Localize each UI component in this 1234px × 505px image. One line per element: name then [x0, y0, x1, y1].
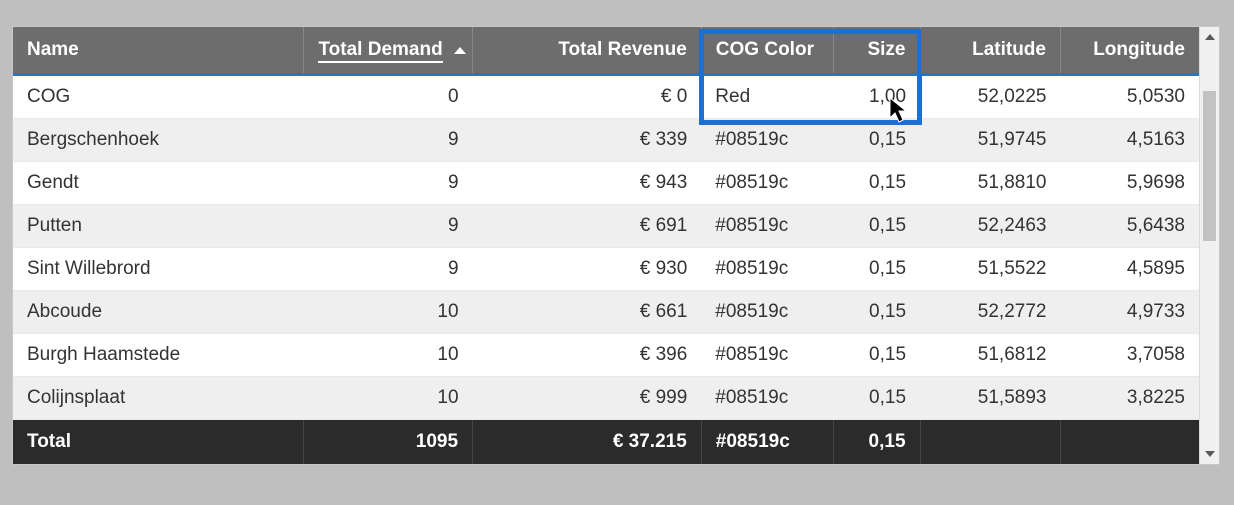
sort-asc-icon [454, 47, 466, 54]
col-header-label: Longitude [1093, 39, 1185, 60]
cell-name[interactable]: Colijnsplaat [13, 377, 304, 420]
cell-lon[interactable]: 5,6438 [1060, 205, 1199, 248]
total-cogcolor-cell: #08519c [701, 420, 833, 465]
cell-cogcolor[interactable]: #08519c [701, 205, 833, 248]
cell-cogcolor[interactable]: #08519c [701, 291, 833, 334]
cell-size[interactable]: 0,15 [834, 377, 920, 420]
total-label-cell: Total [13, 420, 304, 465]
cell-cogcolor[interactable]: #08519c [701, 377, 833, 420]
cell-lat[interactable]: 51,5893 [920, 377, 1060, 420]
cell-lat[interactable]: 52,2772 [920, 291, 1060, 334]
table-row[interactable]: Gendt9€ 943#08519c0,1551,88105,9698 [13, 162, 1199, 205]
cell-cogcolor[interactable]: #08519c [701, 119, 833, 162]
cell-size[interactable]: 1,00 [834, 75, 920, 119]
col-header-label: Latitude [972, 39, 1046, 60]
cell-revenue[interactable]: € 661 [473, 291, 702, 334]
scroll-down-button[interactable] [1200, 444, 1219, 464]
cell-name[interactable]: Bergschenhoek [13, 119, 304, 162]
cell-revenue[interactable]: € 930 [473, 248, 702, 291]
cell-cogcolor[interactable]: #08519c [701, 334, 833, 377]
cell-lon[interactable]: 5,9698 [1060, 162, 1199, 205]
cell-revenue[interactable]: € 943 [473, 162, 702, 205]
table-row[interactable]: COG0€ 0Red1,0052,02255,0530 [13, 75, 1199, 119]
col-header-name[interactable]: Name [13, 27, 304, 75]
cell-lat[interactable]: 52,0225 [920, 75, 1060, 119]
cell-size[interactable]: 0,15 [834, 205, 920, 248]
cell-demand[interactable]: 9 [304, 248, 473, 291]
cell-lat[interactable]: 51,5522 [920, 248, 1060, 291]
col-header-total-revenue[interactable]: Total Revenue [473, 27, 702, 75]
cell-cogcolor[interactable]: Red [701, 75, 833, 119]
header-left-cover [921, 27, 925, 73]
data-table: Name Total Demand Total Revenue COG Colo… [13, 27, 1199, 464]
col-header-label: Size [867, 39, 905, 60]
window-titlebar-strip [0, 0, 1234, 26]
data-table-frame: Name Total Demand Total Revenue COG Colo… [12, 26, 1220, 465]
table-header-row: Name Total Demand Total Revenue COG Colo… [13, 27, 1199, 75]
col-header-cog-color[interactable]: COG Color [701, 27, 833, 75]
scroll-up-button[interactable] [1200, 27, 1219, 47]
cell-lon[interactable]: 3,7058 [1060, 334, 1199, 377]
table-row[interactable]: Putten9€ 691#08519c0,1552,24635,6438 [13, 205, 1199, 248]
cell-name[interactable]: COG [13, 75, 304, 119]
cell-name[interactable]: Gendt [13, 162, 304, 205]
cell-demand[interactable]: 9 [304, 119, 473, 162]
table-row[interactable]: Bergschenhoek9€ 339#08519c0,1551,97454,5… [13, 119, 1199, 162]
cell-revenue[interactable]: € 339 [473, 119, 702, 162]
cell-demand[interactable]: 9 [304, 205, 473, 248]
cell-lon[interactable]: 4,5895 [1060, 248, 1199, 291]
cell-lon[interactable]: 4,5163 [1060, 119, 1199, 162]
cell-size[interactable]: 0,15 [834, 119, 920, 162]
col-header-total-demand[interactable]: Total Demand [304, 27, 473, 75]
cell-demand[interactable]: 10 [304, 377, 473, 420]
total-revenue-cell: € 37.215 [473, 420, 702, 465]
cell-lat[interactable]: 51,6812 [920, 334, 1060, 377]
total-demand-cell: 1095 [304, 420, 473, 465]
table-row[interactable]: Colijnsplaat10€ 999#08519c0,1551,58933,8… [13, 377, 1199, 420]
cell-size[interactable]: 0,15 [834, 291, 920, 334]
total-size-cell: 0,15 [834, 420, 920, 465]
col-header-label: Name [27, 39, 79, 60]
cell-demand[interactable]: 9 [304, 162, 473, 205]
cell-lon[interactable]: 5,0530 [1060, 75, 1199, 119]
cell-lon[interactable]: 3,8225 [1060, 377, 1199, 420]
total-lon-cell [1060, 420, 1199, 465]
cell-revenue[interactable]: € 0 [473, 75, 702, 119]
cell-cogcolor[interactable]: #08519c [701, 248, 833, 291]
cell-revenue[interactable]: € 999 [473, 377, 702, 420]
cell-name[interactable]: Abcoude [13, 291, 304, 334]
table-total-row: Total 1095 € 37.215 #08519c 0,15 [13, 420, 1199, 465]
cell-size[interactable]: 0,15 [834, 162, 920, 205]
col-header-longitude[interactable]: Longitude [1060, 27, 1199, 75]
cell-size[interactable]: 0,15 [834, 334, 920, 377]
table-row[interactable]: Abcoude10€ 661#08519c0,1552,27724,9733 [13, 291, 1199, 334]
cell-name[interactable]: Putten [13, 205, 304, 248]
col-header-size[interactable]: Size [834, 27, 920, 75]
cell-demand[interactable]: 10 [304, 334, 473, 377]
cell-name[interactable]: Sint Willebrord [13, 248, 304, 291]
cell-lon[interactable]: 4,9733 [1060, 291, 1199, 334]
table-row[interactable]: Sint Willebrord9€ 930#08519c0,1551,55224… [13, 248, 1199, 291]
cell-demand[interactable]: 0 [304, 75, 473, 119]
chevron-up-icon [1205, 34, 1215, 40]
cell-demand[interactable]: 10 [304, 291, 473, 334]
table-body: COG0€ 0Red1,0052,02255,0530Bergschenhoek… [13, 75, 1199, 420]
col-header-latitude[interactable]: Latitude [920, 27, 1060, 75]
col-header-label: Total Demand [318, 39, 442, 63]
col-header-label: COG Color [716, 39, 814, 60]
vertical-scrollbar[interactable] [1199, 27, 1219, 464]
cell-revenue[interactable]: € 396 [473, 334, 702, 377]
cell-size[interactable]: 0,15 [834, 248, 920, 291]
table-row[interactable]: Burgh Haamstede10€ 396#08519c0,1551,6812… [13, 334, 1199, 377]
scroll-thumb[interactable] [1203, 91, 1216, 241]
cell-lat[interactable]: 51,9745 [920, 119, 1060, 162]
cell-name[interactable]: Burgh Haamstede [13, 334, 304, 377]
chevron-down-icon [1205, 451, 1215, 457]
cell-lat[interactable]: 52,2463 [920, 205, 1060, 248]
col-header-label: Total Revenue [558, 39, 686, 60]
cell-lat[interactable]: 51,8810 [920, 162, 1060, 205]
cell-revenue[interactable]: € 691 [473, 205, 702, 248]
cell-cogcolor[interactable]: #08519c [701, 162, 833, 205]
total-lat-cell [920, 420, 1060, 465]
